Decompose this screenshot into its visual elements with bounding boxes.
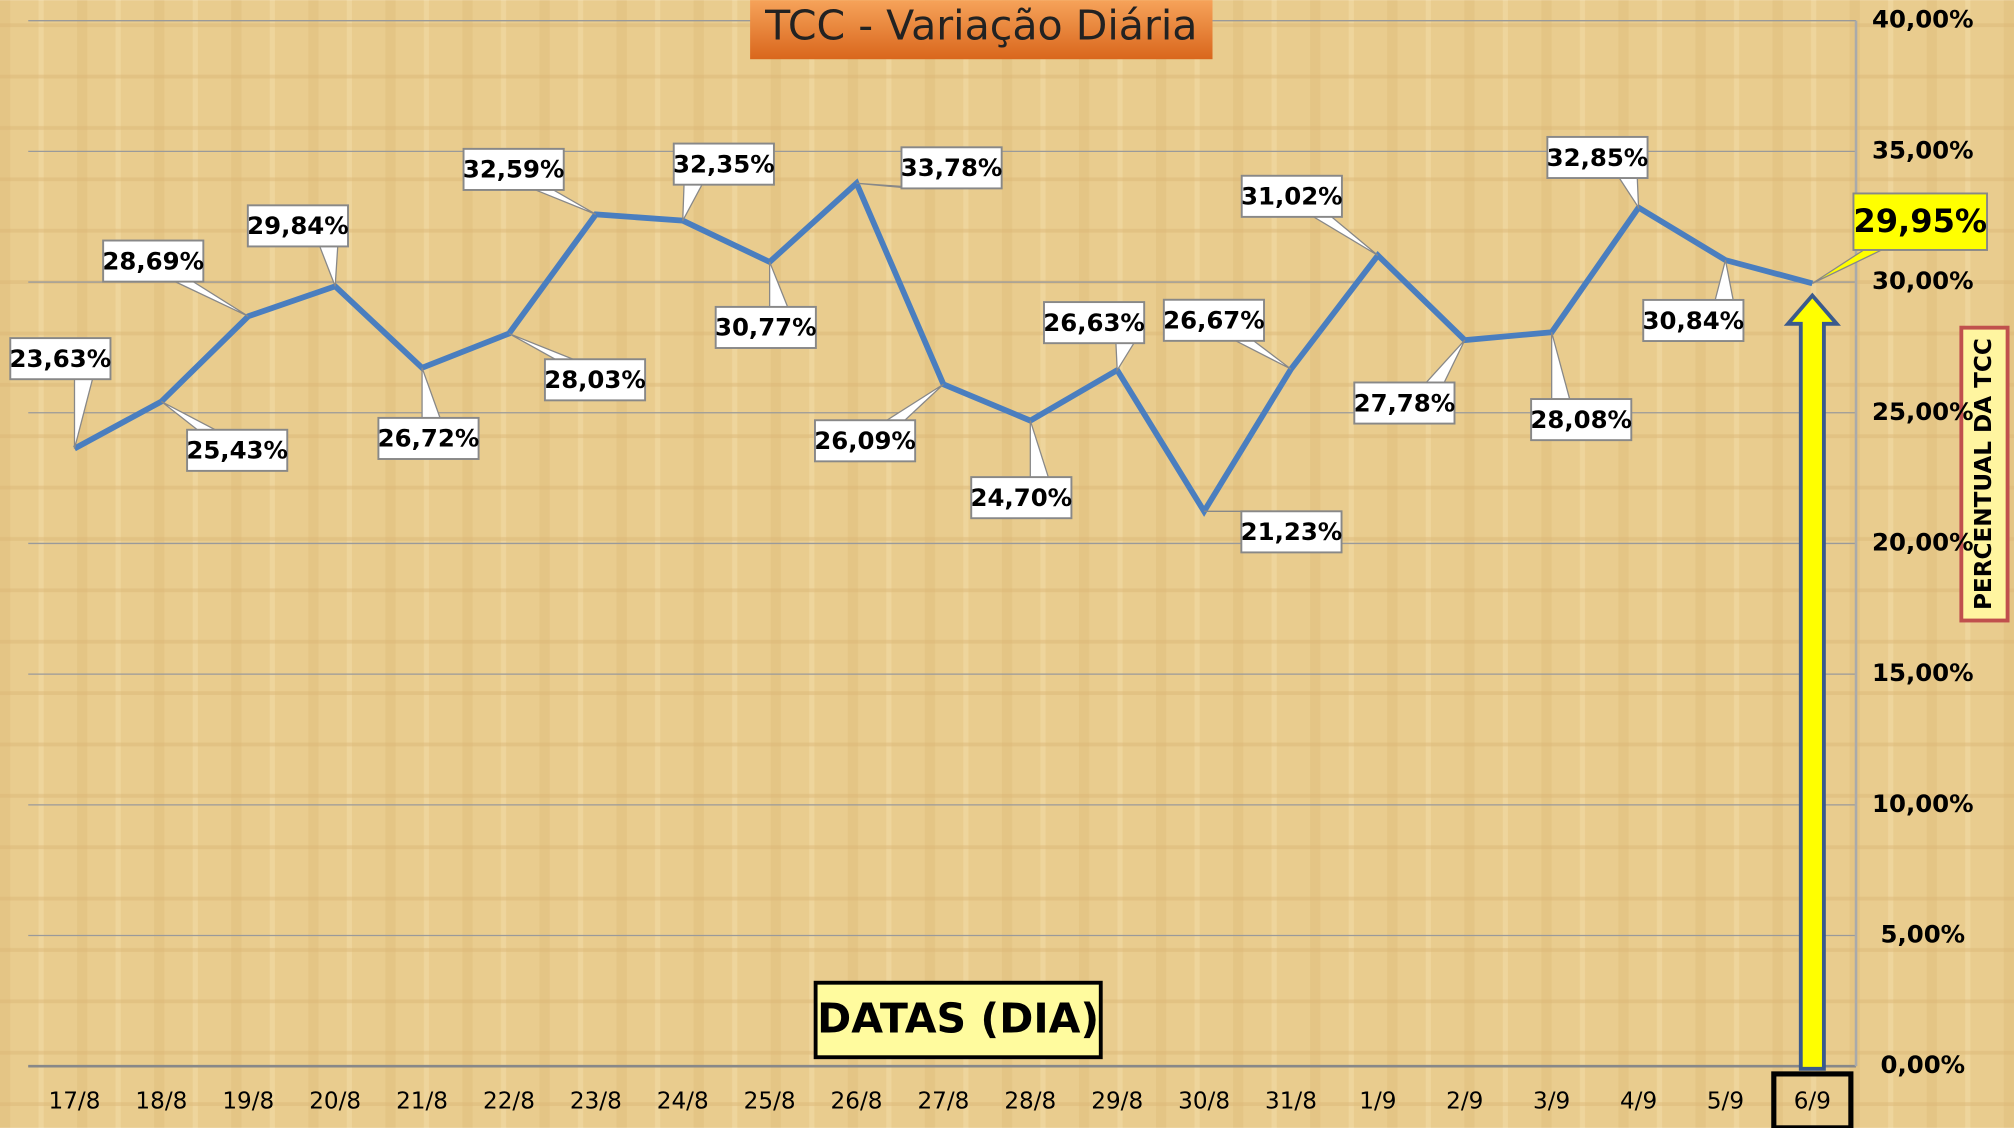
y-axis-label: PERCENTUAL DA TCC xyxy=(1971,338,1997,610)
y-tick-label: 40,00% xyxy=(1872,5,1974,34)
data-label: 26,63% xyxy=(1043,308,1145,337)
x-tick-label: 21/8 xyxy=(396,1089,448,1115)
label-box xyxy=(1043,301,1146,345)
label-box xyxy=(1530,398,1633,442)
y-tick-label: 20,00% xyxy=(1872,527,1974,556)
data-label: 32,85% xyxy=(1547,143,1649,172)
x-tick-label: 4/9 xyxy=(1620,1089,1657,1115)
x-tick-label: 30/8 xyxy=(1178,1089,1230,1115)
data-label: 27,78% xyxy=(1354,388,1456,417)
data-label: 30,84% xyxy=(1643,306,1745,335)
label-box xyxy=(714,305,817,349)
x-tick-label: 19/8 xyxy=(222,1089,274,1115)
label-box xyxy=(1240,174,1343,218)
data-label: 26,09% xyxy=(814,426,916,455)
x-tick-label: 31/8 xyxy=(1265,1089,1317,1115)
chart-title: TCC - Variação Diária xyxy=(764,1,1197,49)
data-label: 32,59% xyxy=(463,155,565,184)
title-box xyxy=(750,0,1213,60)
label-box xyxy=(1162,298,1265,342)
x-tick-label: 18/8 xyxy=(135,1089,187,1115)
label-box xyxy=(900,146,1003,190)
data-label: 21,23% xyxy=(1241,517,1343,546)
x-tick-label: 28/8 xyxy=(1004,1089,1056,1115)
x-tick-label: 3/9 xyxy=(1533,1089,1570,1115)
label-box xyxy=(377,416,480,460)
x-tick-label: 2/9 xyxy=(1446,1089,1483,1115)
data-label: 32,35% xyxy=(673,149,775,178)
label-box xyxy=(9,337,112,381)
data-label: 28,69% xyxy=(102,246,204,275)
y-label-box xyxy=(1959,325,2010,623)
x-tick-label: 24/8 xyxy=(657,1089,709,1115)
data-label: 28,08% xyxy=(1530,405,1632,434)
data-label: 28,03% xyxy=(544,365,646,394)
x-tick-label: 23/8 xyxy=(570,1089,622,1115)
data-label: 30,77% xyxy=(715,313,817,342)
data-label: 26,67% xyxy=(1163,306,1265,335)
x-tick-label: 1/9 xyxy=(1359,1089,1396,1115)
x-label-box xyxy=(813,980,1103,1060)
label-box xyxy=(102,239,205,283)
data-label: 29,84% xyxy=(247,211,349,240)
label-box xyxy=(1240,510,1343,554)
label-box xyxy=(543,358,647,402)
x-tick-label: 22/8 xyxy=(483,1089,535,1115)
label-box xyxy=(1353,381,1456,425)
label-box xyxy=(1642,298,1745,342)
label-box xyxy=(186,428,289,472)
y-tick-label: 30,00% xyxy=(1872,266,1974,295)
data-label: 31,02% xyxy=(1241,182,1343,211)
y-tick-label: 0,00% xyxy=(1880,1050,1965,1079)
label-box xyxy=(814,419,917,463)
data-label: 26,72% xyxy=(378,424,480,453)
data-label: 29,95% xyxy=(1853,202,1987,240)
label-box xyxy=(246,204,349,248)
label-box xyxy=(462,147,565,191)
data-label: 33,78% xyxy=(901,153,1003,182)
y-tick-label: 10,00% xyxy=(1872,789,1974,818)
y-tick-label: 25,00% xyxy=(1872,397,1974,426)
x-axis-label: DATAS (DIA) xyxy=(817,994,1099,1042)
x-tick-label: 29/8 xyxy=(1091,1089,1143,1115)
label-box xyxy=(970,476,1073,520)
label-box xyxy=(672,142,775,186)
y-tick-label: 35,00% xyxy=(1872,135,1974,164)
x-tick-label: 26/8 xyxy=(831,1089,883,1115)
x-tick-label: 25/8 xyxy=(744,1089,796,1115)
x-tick-label: 6/9 xyxy=(1794,1089,1831,1115)
y-tick-label: 5,00% xyxy=(1880,920,1965,949)
x-tick-label: 20/8 xyxy=(309,1089,361,1115)
x-tick-label: 27/8 xyxy=(917,1089,969,1115)
label-box xyxy=(1852,192,1988,251)
data-label: 25,43% xyxy=(186,436,288,465)
label-box xyxy=(1546,135,1649,179)
x-tick-label: 17/8 xyxy=(49,1089,101,1115)
data-label: 24,70% xyxy=(971,483,1073,512)
y-tick-label: 15,00% xyxy=(1872,658,1974,687)
x-tick-label: 5/9 xyxy=(1707,1089,1744,1115)
data-label: 23,63% xyxy=(10,344,112,373)
highlight-arrow xyxy=(1783,292,1841,1071)
